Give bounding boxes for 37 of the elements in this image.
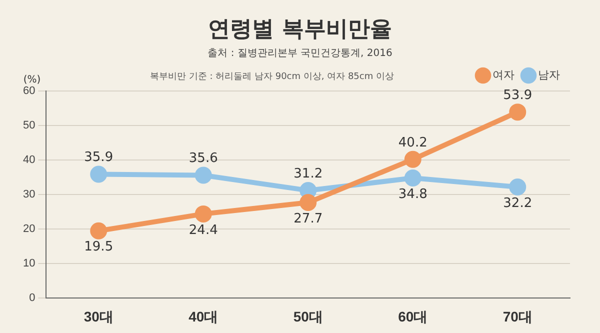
point — [509, 178, 526, 196]
y-tick-label: 20 — [22, 223, 36, 236]
point — [404, 170, 422, 187]
point — [194, 205, 212, 222]
point — [194, 166, 212, 184]
x-tick-label: 40대 — [188, 308, 218, 324]
point — [404, 150, 422, 168]
x-tick-label: 30대 — [84, 308, 114, 324]
data-label: 27.7 — [294, 211, 323, 226]
data-label: 53.9 — [503, 88, 532, 103]
text: 복부비만 기준 : 허리둘레 남자 90cm 이상, 여자 85cm 이상 — [150, 71, 394, 83]
x-tick-label: 60대 — [398, 308, 428, 324]
y-tick-label: 60 — [22, 85, 36, 98]
data-label: 34.8 — [398, 186, 428, 202]
chart-subtitle: 출처 : 질병관리본부 국민건강통계, 2016 — [206, 47, 394, 60]
y-tick-label: 30 — [22, 188, 36, 201]
data-label: 31.2 — [294, 166, 323, 182]
y-axis-title: (%) — [23, 74, 41, 86]
y-tick-label: 10 — [22, 258, 36, 270]
y-tick-label: 50 — [22, 120, 36, 132]
y-tick-label: 40 — [22, 154, 36, 166]
data-label: 19.5 — [84, 240, 114, 255]
point — [90, 166, 108, 183]
chart-title: 연령별 복부비만율 — [207, 16, 393, 42]
legend-label: 여자 — [492, 70, 514, 82]
point — [509, 104, 526, 121]
data-label: 40.2 — [398, 135, 428, 150]
data-label: 35.6 — [188, 151, 218, 166]
point — [90, 222, 108, 240]
x-tick-label: 70대 — [502, 308, 532, 324]
x-tick-label: 50대 — [293, 308, 323, 324]
data-label: 24.4 — [188, 222, 218, 238]
data-label: 32.2 — [503, 196, 532, 211]
point — [300, 194, 317, 212]
y-tick-label: 0 — [29, 292, 36, 304]
legend-label: 남자 — [538, 70, 560, 82]
data-label: 35.9 — [84, 150, 114, 166]
